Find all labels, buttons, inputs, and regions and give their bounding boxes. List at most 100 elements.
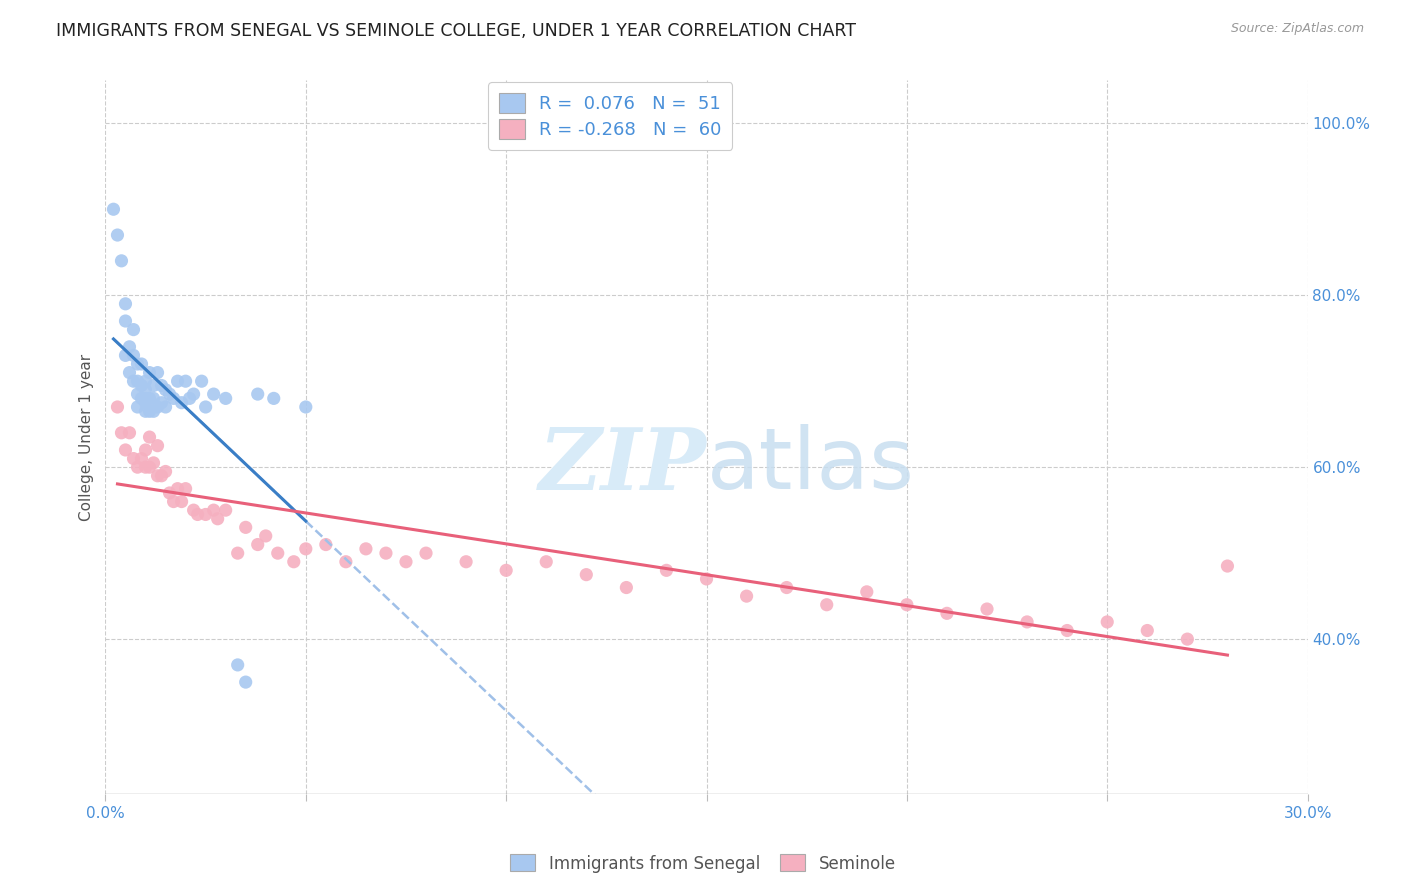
Point — [454, 555, 477, 569]
Point — [415, 546, 437, 560]
Point — [155, 383, 177, 397]
Point — [107, 227, 129, 242]
Point — [815, 598, 838, 612]
Point — [146, 366, 169, 380]
Point — [146, 400, 169, 414]
Point — [235, 675, 257, 690]
Point — [135, 460, 157, 475]
Point — [110, 253, 132, 268]
Point — [855, 584, 877, 599]
Point — [207, 512, 229, 526]
Point — [696, 572, 718, 586]
Point — [202, 503, 225, 517]
Point — [114, 297, 136, 311]
Point — [150, 468, 173, 483]
Point — [374, 546, 398, 560]
Point — [315, 537, 337, 551]
Point — [135, 404, 157, 418]
Point — [135, 392, 157, 406]
Point — [107, 400, 129, 414]
Point — [896, 598, 918, 612]
Point — [170, 494, 193, 508]
Point — [187, 508, 209, 522]
Point — [936, 607, 959, 621]
Text: atlas: atlas — [707, 424, 914, 508]
Point — [166, 374, 188, 388]
Point — [354, 541, 377, 556]
Point — [976, 602, 998, 616]
Point — [118, 366, 141, 380]
Point — [1017, 615, 1039, 629]
Point — [114, 314, 136, 328]
Point — [159, 486, 181, 500]
Point — [155, 400, 177, 414]
Point — [202, 387, 225, 401]
Point — [194, 400, 217, 414]
Point — [135, 374, 157, 388]
Point — [335, 555, 357, 569]
Point — [616, 581, 638, 595]
Text: Source: ZipAtlas.com: Source: ZipAtlas.com — [1230, 22, 1364, 36]
Point — [142, 378, 165, 392]
Point — [735, 589, 758, 603]
Point — [142, 392, 165, 406]
Point — [103, 202, 125, 217]
Point — [150, 395, 173, 409]
Point — [295, 400, 318, 414]
Point — [118, 425, 141, 440]
Point — [183, 387, 205, 401]
Point — [183, 503, 205, 517]
Point — [246, 387, 269, 401]
Point — [131, 378, 153, 392]
Point — [162, 494, 184, 508]
Point — [295, 541, 318, 556]
Text: ZIP: ZIP — [538, 424, 707, 508]
Point — [146, 468, 169, 483]
Point — [127, 400, 149, 414]
Point — [131, 392, 153, 406]
Text: IMMIGRANTS FROM SENEGAL VS SEMINOLE COLLEGE, UNDER 1 YEAR CORRELATION CHART: IMMIGRANTS FROM SENEGAL VS SEMINOLE COLL… — [56, 22, 856, 40]
Point — [395, 555, 418, 569]
Point — [190, 374, 212, 388]
Point — [131, 357, 153, 371]
Point — [534, 555, 557, 569]
Point — [142, 456, 165, 470]
Point — [127, 460, 149, 475]
Point — [118, 340, 141, 354]
Point — [655, 563, 678, 577]
Point — [138, 430, 160, 444]
Legend: Immigrants from Senegal, Seminole: Immigrants from Senegal, Seminole — [503, 847, 903, 880]
Point — [1136, 624, 1159, 638]
Point — [122, 374, 145, 388]
Point — [131, 451, 153, 466]
Point — [575, 567, 598, 582]
Point — [194, 508, 217, 522]
Point — [166, 482, 188, 496]
Point — [246, 537, 269, 551]
Point — [122, 323, 145, 337]
Point — [138, 366, 160, 380]
Point — [122, 348, 145, 362]
Point — [122, 451, 145, 466]
Point — [138, 460, 160, 475]
Point — [150, 378, 173, 392]
Point — [155, 465, 177, 479]
Point — [254, 529, 277, 543]
Point — [135, 442, 157, 457]
Point — [127, 374, 149, 388]
Point — [159, 387, 181, 401]
Point — [1177, 632, 1199, 647]
Legend: R =  0.076   N =  51, R = -0.268   N =  60: R = 0.076 N = 51, R = -0.268 N = 60 — [488, 82, 733, 150]
Point — [127, 387, 149, 401]
Point — [174, 482, 197, 496]
Point — [114, 348, 136, 362]
Point — [776, 581, 799, 595]
Point — [226, 546, 249, 560]
Point — [138, 404, 160, 418]
Point — [142, 404, 165, 418]
Point — [174, 374, 197, 388]
Point — [1056, 624, 1078, 638]
Point — [135, 395, 157, 409]
Point — [214, 503, 236, 517]
Point — [263, 392, 285, 406]
